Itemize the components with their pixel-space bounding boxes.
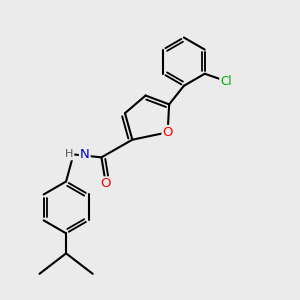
Text: O: O	[162, 126, 173, 139]
Text: N: N	[80, 148, 90, 161]
Text: O: O	[100, 177, 111, 190]
Text: Cl: Cl	[220, 75, 232, 88]
Text: H: H	[65, 149, 74, 159]
